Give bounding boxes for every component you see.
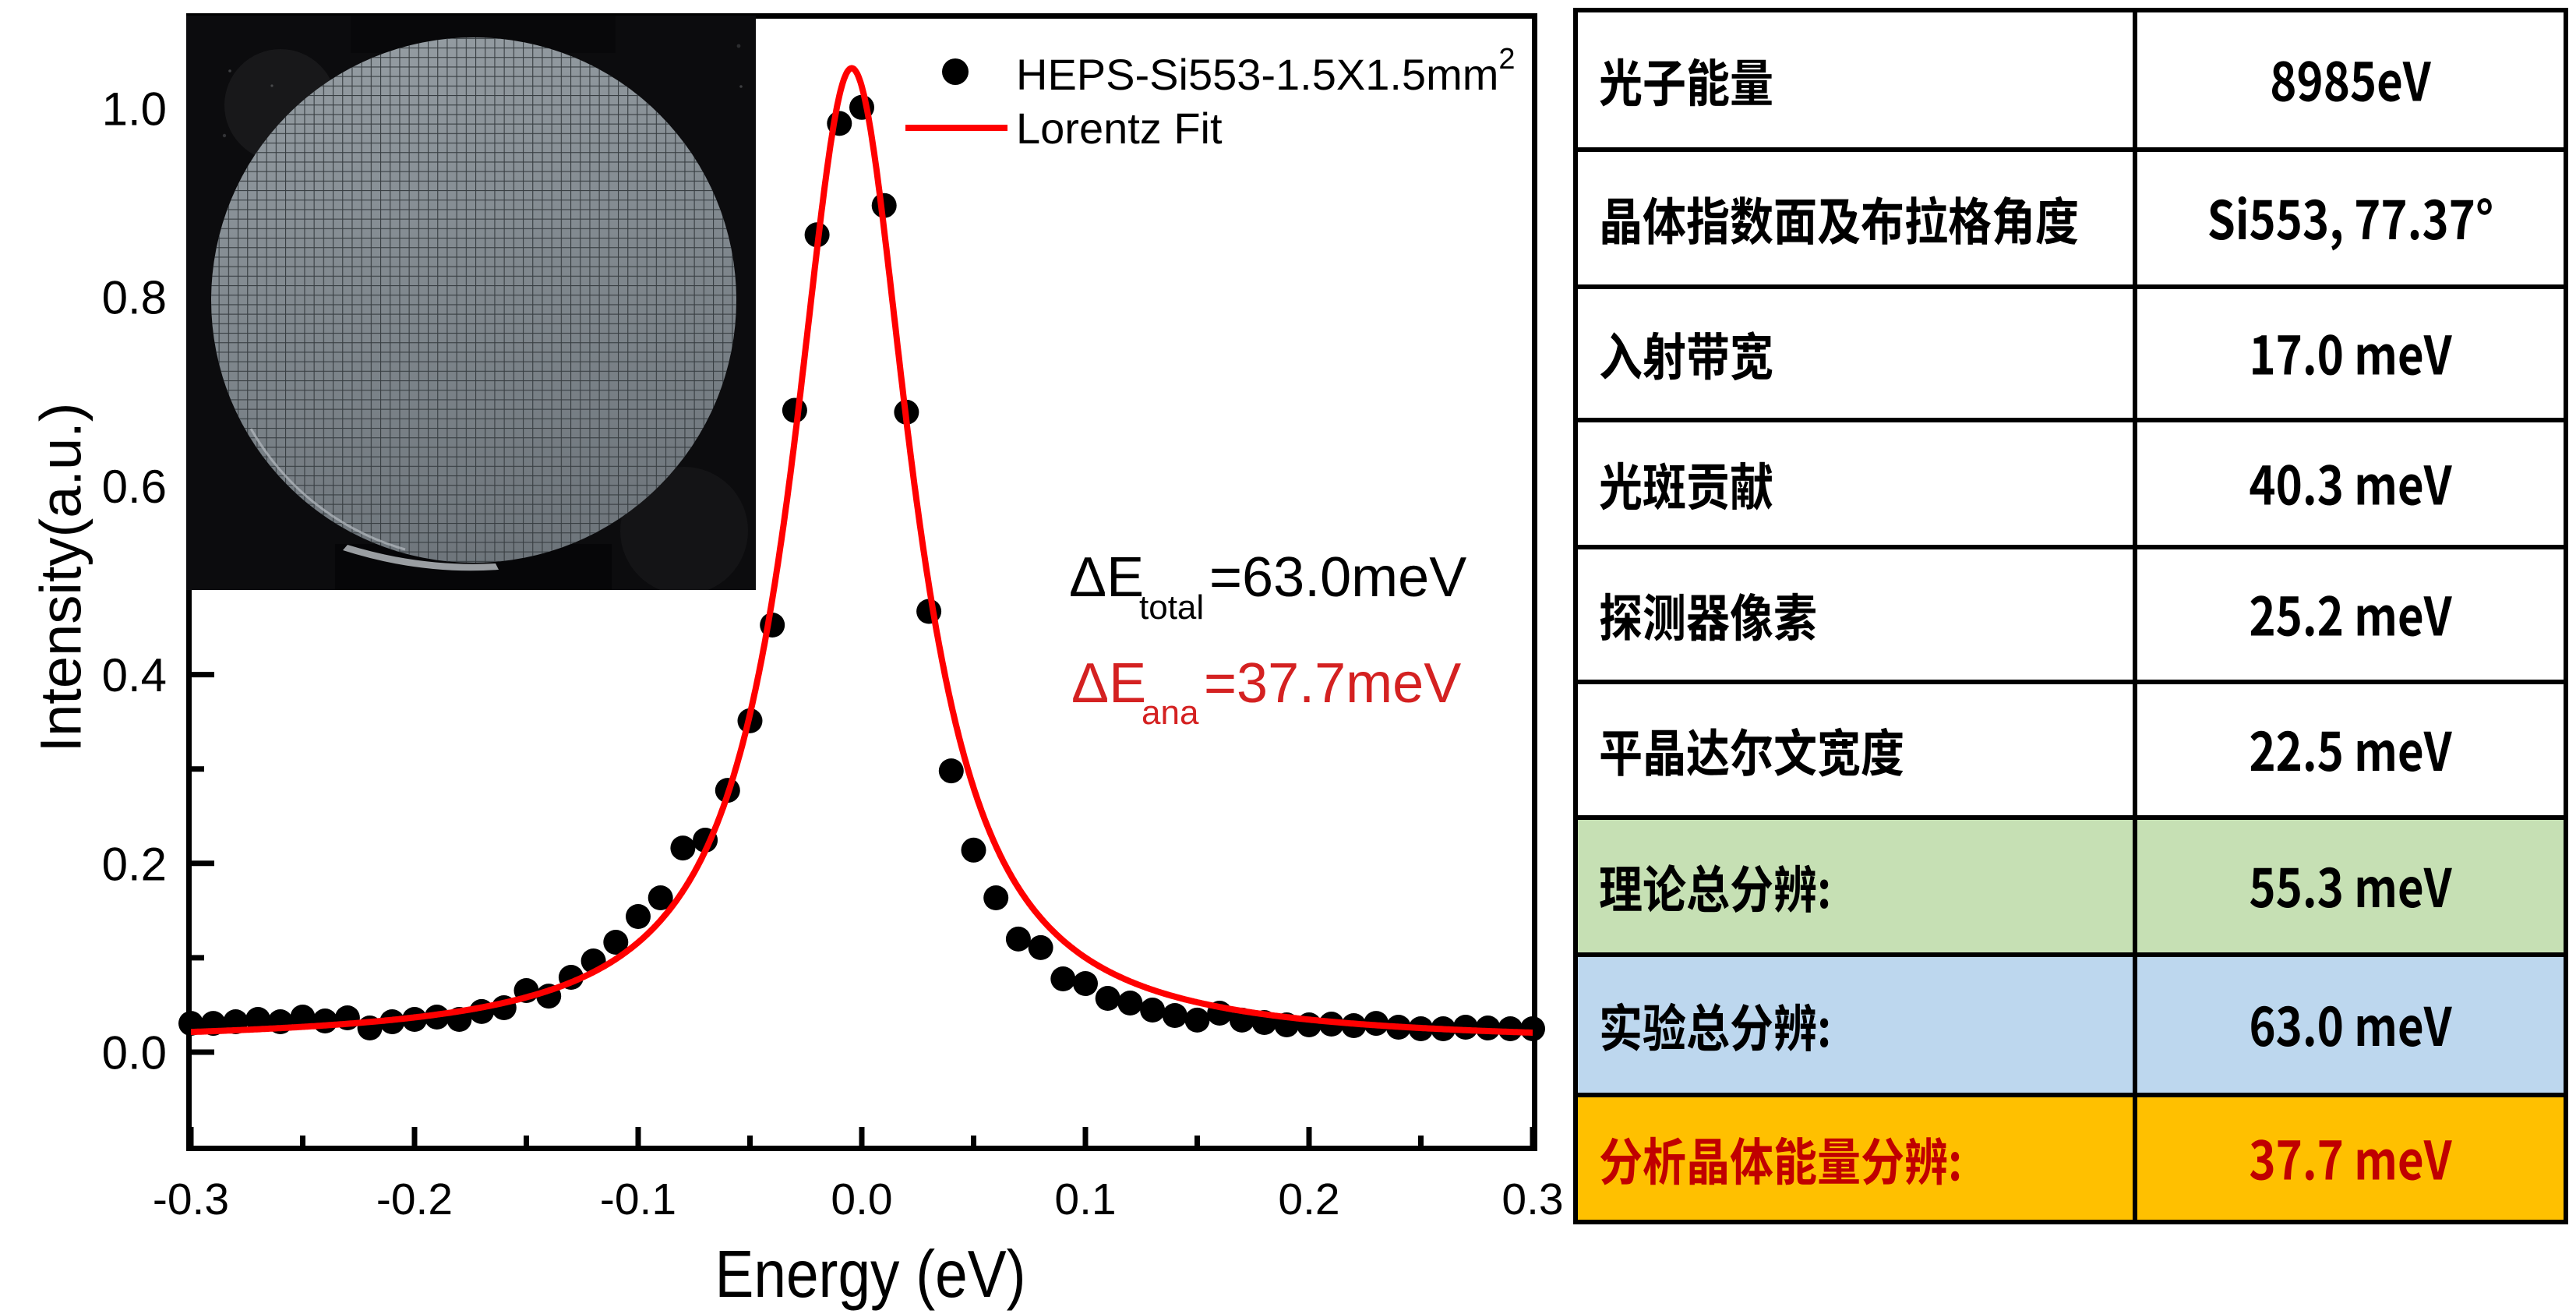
svg-text:0.1: 0.1	[1054, 1174, 1116, 1224]
svg-text:0.0: 0.0	[102, 1027, 167, 1079]
svg-text:ΔE: ΔE	[1069, 546, 1144, 609]
svg-text:0.3: 0.3	[1501, 1174, 1563, 1224]
svg-text:ana: ana	[1142, 694, 1199, 732]
svg-text:-0.3: -0.3	[153, 1174, 229, 1224]
svg-text:Lorentz Fit: Lorentz Fit	[1016, 104, 1223, 153]
svg-text:1.0: 1.0	[102, 83, 167, 136]
svg-text:=63.0meV: =63.0meV	[1209, 546, 1466, 609]
svg-text:=37.7meV: =37.7meV	[1204, 652, 1461, 715]
svg-text:0.0: 0.0	[831, 1174, 892, 1224]
svg-text:HEPS-Si553-1.5X1.5mm2: HEPS-Si553-1.5X1.5mm2	[1016, 43, 1516, 99]
svg-text:-0.1: -0.1	[600, 1174, 676, 1224]
svg-text:0.4: 0.4	[102, 649, 167, 701]
svg-text:ΔE: ΔE	[1071, 652, 1146, 715]
svg-text:0.2: 0.2	[1278, 1174, 1339, 1224]
svg-text:0.6: 0.6	[102, 461, 167, 513]
svg-text:Energy (eV): Energy (eV)	[715, 1238, 1026, 1312]
svg-text:total: total	[1139, 588, 1204, 627]
svg-text:Intensity(a.u.): Intensity(a.u.)	[29, 403, 94, 753]
svg-text:0.2: 0.2	[102, 838, 167, 890]
svg-text:0.8: 0.8	[102, 272, 167, 324]
svg-text:-0.2: -0.2	[376, 1174, 453, 1224]
